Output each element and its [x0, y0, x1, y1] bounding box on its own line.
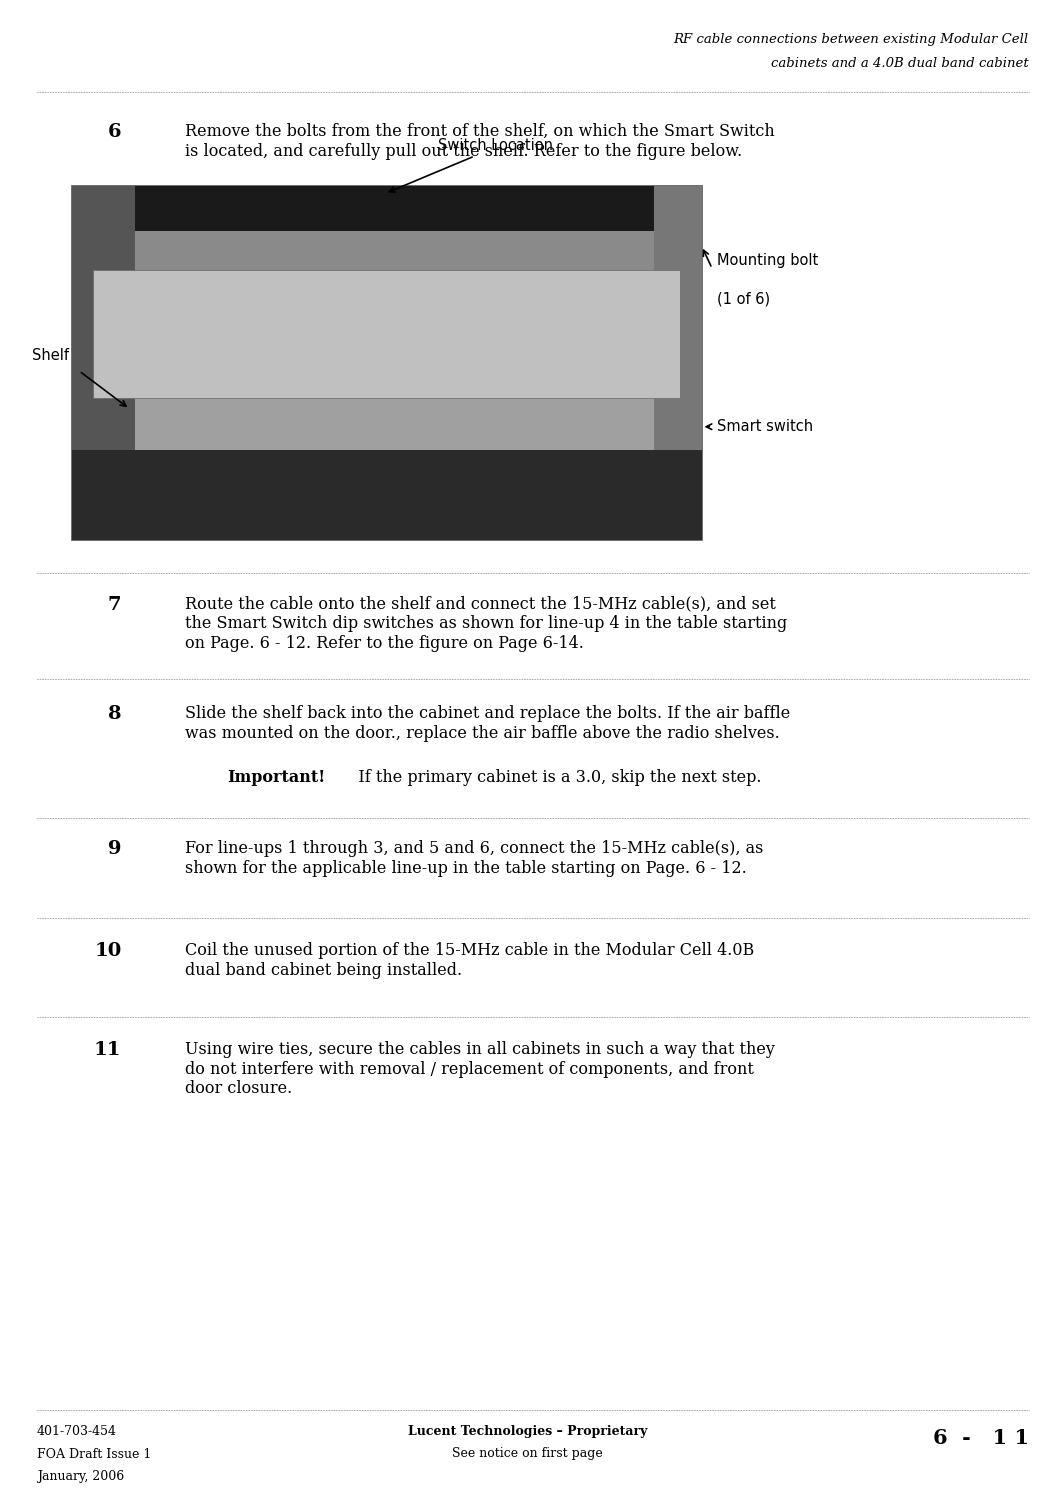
Bar — [72, 231, 702, 368]
Text: 401-703-454: 401-703-454 — [37, 1425, 117, 1438]
Text: 10: 10 — [94, 942, 121, 960]
Text: January, 2006: January, 2006 — [37, 1470, 124, 1484]
Text: Switch Location: Switch Location — [438, 138, 554, 153]
Text: 9: 9 — [108, 840, 121, 858]
Text: Smart switch: Smart switch — [717, 419, 813, 434]
Text: See notice on first page: See notice on first page — [453, 1448, 602, 1461]
Text: Mounting bolt: Mounting bolt — [717, 254, 819, 268]
Text: Coil the unused portion of the 15-MHz cable in the Modular Cell 4.0B
dual band c: Coil the unused portion of the 15-MHz ca… — [185, 942, 754, 978]
Bar — [93, 270, 680, 398]
Bar — [72, 186, 702, 231]
Bar — [72, 186, 702, 540]
Text: RF cable connections between existing Modular Cell: RF cable connections between existing Mo… — [673, 33, 1029, 46]
Text: 6  -   1 1: 6 - 1 1 — [933, 1428, 1029, 1448]
Bar — [654, 186, 702, 450]
Text: 6: 6 — [108, 123, 121, 141]
Text: Slide the shelf back into the cabinet and replace the bolts. If the air baffle
w: Slide the shelf back into the cabinet an… — [185, 705, 790, 741]
Text: Using wire ties, secure the cables in all cabinets in such a way that they
do no: Using wire ties, secure the cables in al… — [185, 1041, 774, 1096]
Text: For line-ups 1 through 3, and 5 and 6, connect the 15-MHz cable(s), as
shown for: For line-ups 1 through 3, and 5 and 6, c… — [185, 840, 763, 876]
Bar — [72, 368, 702, 450]
Text: 8: 8 — [108, 705, 121, 723]
Text: 11: 11 — [94, 1041, 121, 1059]
Text: FOA Draft Issue 1: FOA Draft Issue 1 — [37, 1448, 151, 1461]
Text: If the primary cabinet is a 3.0, skip the next step.: If the primary cabinet is a 3.0, skip th… — [343, 770, 762, 786]
Bar — [72, 450, 702, 540]
Text: Important!: Important! — [227, 770, 325, 786]
Text: (1 of 6): (1 of 6) — [717, 291, 770, 306]
Text: cabinets and a 4.0B dual band cabinet: cabinets and a 4.0B dual band cabinet — [771, 57, 1029, 70]
Text: 7: 7 — [108, 596, 121, 613]
Bar — [72, 186, 135, 450]
Text: Route the cable onto the shelf and connect the 15-MHz cable(s), and set
the Smar: Route the cable onto the shelf and conne… — [185, 596, 787, 651]
Text: Shelf: Shelf — [32, 348, 69, 363]
Text: Lucent Technologies – Proprietary: Lucent Technologies – Proprietary — [408, 1425, 647, 1438]
Text: Remove the bolts from the front of the shelf, on which the Smart Switch
is locat: Remove the bolts from the front of the s… — [185, 123, 774, 159]
